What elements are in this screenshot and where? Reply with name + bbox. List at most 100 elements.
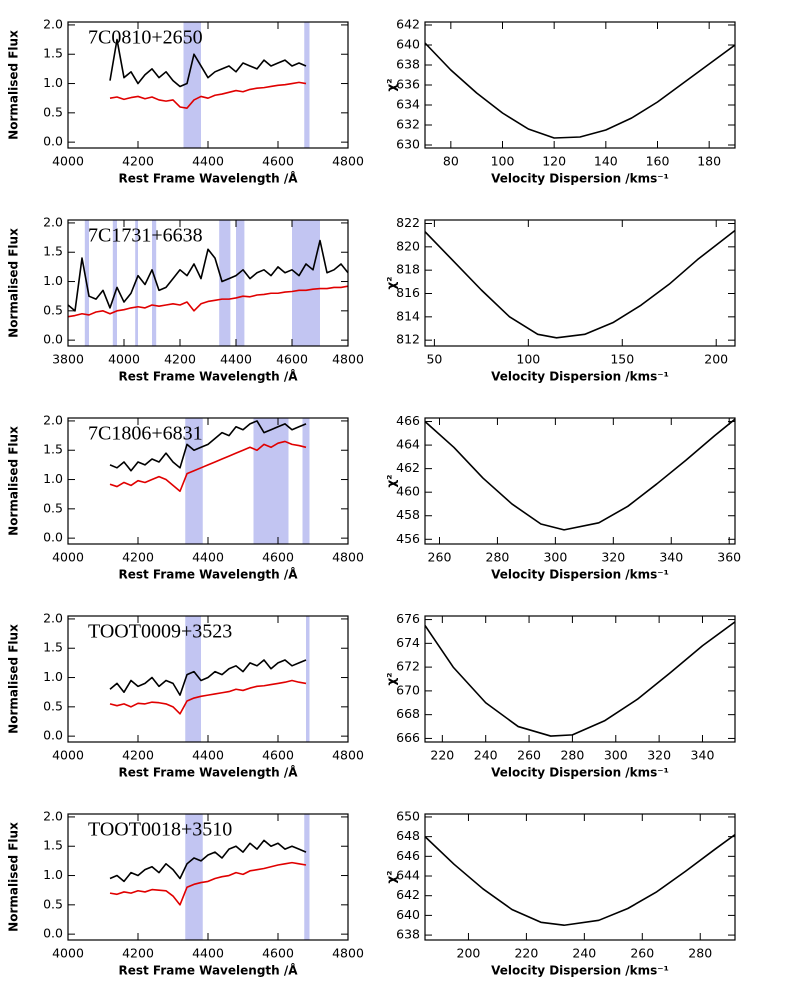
y-tick-label: 0.5 xyxy=(43,104,63,119)
masked-region xyxy=(219,220,231,346)
x-tick-label: 280 xyxy=(688,946,712,961)
data-line xyxy=(109,81,307,109)
y-tick-label: 634 xyxy=(396,97,420,112)
masked-region xyxy=(304,814,310,940)
panel-label: 7C0810+2650 xyxy=(88,27,203,49)
masked-region xyxy=(253,418,289,544)
x-axis-title: Velocity Dispersion /kms⁻¹ xyxy=(491,370,669,384)
y-tick-label: 0.5 xyxy=(43,896,63,911)
x-tick-label: 200 xyxy=(704,352,728,367)
x-tick-label: 4400 xyxy=(220,352,252,367)
panel-label: TOOT0009+3523 xyxy=(88,621,232,643)
panel-label: 7C1731+6638 xyxy=(88,225,203,247)
x-axis-title: Rest Frame Wavelength /Å xyxy=(118,567,298,582)
y-tick-label: 2.0 xyxy=(43,610,63,625)
y-tick-label: 464 xyxy=(396,437,420,452)
y-tick-label: 456 xyxy=(396,531,420,546)
y-axis-title: χ² xyxy=(385,673,399,686)
y-tick-label: 818 xyxy=(396,262,420,277)
plot-area xyxy=(425,418,735,531)
data-line xyxy=(68,239,348,312)
x-tick-label: 100 xyxy=(516,352,540,367)
x-tick-label: 4800 xyxy=(332,946,364,961)
x-tick-label: 220 xyxy=(430,748,454,763)
plot-area xyxy=(68,220,348,346)
x-tick-label: 4800 xyxy=(332,748,364,763)
y-tick-label: 642 xyxy=(396,17,420,32)
x-tick-label: 4800 xyxy=(332,154,364,169)
y-axis-title: Normalised Flux xyxy=(7,426,21,536)
x-tick-label: 120 xyxy=(542,154,566,169)
plot-area xyxy=(109,22,310,148)
x-tick-label: 4400 xyxy=(192,154,224,169)
y-tick-label: 672 xyxy=(396,659,420,674)
x-tick-label: 4200 xyxy=(122,946,154,961)
frame xyxy=(424,21,736,149)
x-tick-label: 4400 xyxy=(192,946,224,961)
masked-region xyxy=(185,616,201,742)
x-tick-label: 4800 xyxy=(332,550,364,565)
x-tick-label: 4600 xyxy=(262,748,294,763)
plot-area xyxy=(425,621,735,737)
y-axis-title: χ² xyxy=(385,277,399,290)
x-tick-label: 150 xyxy=(610,352,634,367)
x-tick-label: 320 xyxy=(647,748,671,763)
y-tick-label: 458 xyxy=(396,507,420,522)
y-tick-label: 0.0 xyxy=(43,728,63,743)
panel-label: TOOT0018+3510 xyxy=(88,819,232,841)
x-tick-label: 280 xyxy=(560,748,584,763)
y-tick-label: 812 xyxy=(396,332,420,347)
x-tick-label: 4400 xyxy=(192,748,224,763)
y-tick-label: 0.5 xyxy=(43,500,63,515)
x-tick-label: 4000 xyxy=(52,154,84,169)
data-line xyxy=(68,285,348,318)
masked-region xyxy=(135,220,138,346)
x-tick-label: 4200 xyxy=(164,352,196,367)
x-tick-label: 180 xyxy=(697,154,721,169)
data-line xyxy=(109,38,307,88)
y-tick-label: 816 xyxy=(396,285,420,300)
data-line xyxy=(425,418,735,531)
frame xyxy=(67,219,349,347)
masked-region xyxy=(292,220,320,346)
data-line xyxy=(109,861,307,906)
frame xyxy=(424,219,736,347)
x-tick-label: 100 xyxy=(491,154,515,169)
x-tick-label: 4400 xyxy=(192,550,224,565)
y-tick-label: 822 xyxy=(396,215,420,230)
data-line xyxy=(425,621,735,737)
x-tick-label: 340 xyxy=(659,550,683,565)
x-tick-label: 320 xyxy=(601,550,625,565)
y-tick-label: 2.0 xyxy=(43,412,63,427)
frame xyxy=(424,615,736,743)
data-line xyxy=(425,42,735,139)
x-tick-label: 4200 xyxy=(122,154,154,169)
data-line xyxy=(109,440,307,493)
y-tick-label: 0.0 xyxy=(43,134,63,149)
x-tick-label: 300 xyxy=(543,550,567,565)
x-tick-label: 50 xyxy=(426,352,442,367)
x-tick-label: 240 xyxy=(572,946,596,961)
x-tick-label: 4600 xyxy=(262,154,294,169)
y-tick-label: 1.0 xyxy=(43,471,63,486)
masked-region xyxy=(112,220,117,346)
y-tick-label: 630 xyxy=(396,137,420,152)
masked-region xyxy=(306,616,310,742)
x-tick-label: 4800 xyxy=(332,352,364,367)
y-axis-title: Normalised Flux xyxy=(7,822,21,932)
y-tick-label: 1.5 xyxy=(43,46,63,61)
x-tick-label: 3800 xyxy=(52,352,84,367)
masked-region xyxy=(304,22,310,148)
y-tick-label: 820 xyxy=(396,238,420,253)
y-tick-label: 642 xyxy=(396,887,420,902)
y-tick-label: 640 xyxy=(396,37,420,52)
y-tick-label: 2.0 xyxy=(43,808,63,823)
y-tick-label: 0.0 xyxy=(43,530,63,545)
x-axis-title: Velocity Dispersion /kms⁻¹ xyxy=(491,964,669,978)
masked-region xyxy=(183,22,201,148)
x-tick-label: 200 xyxy=(457,946,481,961)
y-tick-label: 1.0 xyxy=(43,75,63,90)
y-axis-title: Normalised Flux xyxy=(7,30,21,140)
y-tick-label: 676 xyxy=(396,611,420,626)
y-tick-label: 462 xyxy=(396,460,420,475)
